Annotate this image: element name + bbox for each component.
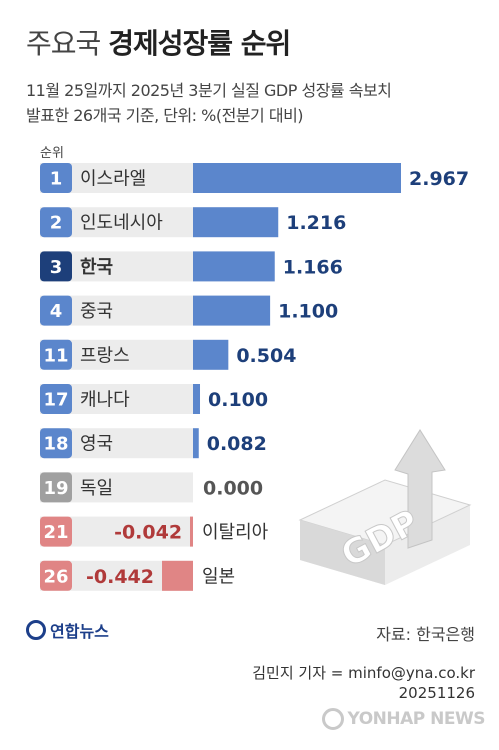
chart-rows: 1 이스라엘 2.967 2 인도네시아 1.216 3 한국 1.166 4 중국 1.100 11 프…	[40, 163, 469, 591]
category-label: 캐나다	[80, 390, 130, 411]
category-label: 이탈리아	[202, 522, 269, 543]
yonhap-watermark: YONHAP NEWS	[321, 708, 486, 730]
title-bold: 경제성장률 순위	[108, 27, 291, 60]
chart-row: 3 한국 1.166	[40, 251, 343, 282]
watermark-icon	[321, 708, 344, 730]
chart-row: 18 영국 0.082	[40, 428, 267, 459]
yonhap-logo-icon	[26, 620, 46, 640]
rank-label: 19	[43, 478, 68, 499]
rank-label: 3	[50, 257, 63, 278]
category-label: 독일	[80, 478, 113, 499]
rank-badge	[40, 163, 72, 193]
rank-badge	[40, 560, 72, 591]
category-label: 이스라엘	[80, 169, 146, 190]
subtitle: 11월 25일까지 2025년 3분기 실질 GDP 성장률 속보치 발표한 2…	[26, 78, 392, 128]
value-label: 0.082	[207, 433, 267, 455]
chart-row: 4 중국 1.100	[40, 295, 338, 326]
rank-label: 2	[50, 213, 63, 234]
bar	[193, 163, 401, 193]
rank-label: 26	[43, 566, 68, 587]
value-label: 1.216	[286, 212, 346, 234]
category-label: 일본	[202, 566, 235, 587]
rank-badge	[40, 251, 72, 282]
value-label: 1.100	[278, 301, 338, 323]
bar	[193, 295, 271, 326]
bar	[193, 207, 279, 238]
credit-block: 김민지 기자 = minfo@yna.co.kr 20251126	[252, 663, 475, 703]
page-title: 주요국 경제성장률 순위	[26, 22, 291, 62]
rank-label: 21	[43, 522, 68, 543]
value-label: 1.166	[283, 256, 343, 278]
rank-label: 17	[43, 390, 68, 411]
gdp-growth-arrow-icon: GDP	[298, 429, 472, 585]
bar	[193, 428, 199, 459]
bar	[162, 560, 193, 591]
chart-row: 1 이스라엘 2.967	[40, 163, 469, 193]
rank-label: 18	[43, 434, 68, 455]
rank-badge	[40, 384, 72, 414]
chart-row: 11 프랑스 0.504	[40, 339, 296, 370]
rank-badge	[40, 207, 72, 238]
bar	[193, 251, 275, 282]
rank-badge	[40, 428, 72, 459]
category-label: 프랑스	[80, 345, 130, 366]
title-light: 주요국	[26, 27, 101, 60]
yonhap-logo: 연합뉴스	[26, 618, 109, 642]
rank-badge	[40, 295, 72, 326]
value-label: 0.100	[208, 389, 268, 411]
rank-badge	[40, 339, 72, 370]
bar	[193, 339, 229, 370]
gdp-block-front	[300, 520, 385, 585]
category-label: 영국	[80, 434, 113, 455]
reporter-credit: 김민지 기자 = minfo@yna.co.kr	[252, 664, 475, 682]
value-label: 0.504	[236, 345, 296, 367]
rank-column-header: 순위	[40, 146, 64, 161]
chart-row: 21 이탈리아 -0.042	[40, 516, 269, 547]
value-label: 0.000	[203, 477, 263, 499]
gdp-arrow	[394, 429, 446, 549]
watermark-text: YONHAP NEWS	[347, 709, 486, 729]
rank-badge	[40, 516, 72, 547]
source-note: 자료: 한국은행	[376, 625, 475, 644]
rank-label: 4	[50, 301, 63, 322]
growth-bar-chart: GDP 1 이스라엘 2.967 2 인도네시아 1.216 3 한국 1.166 4 중국 1.10…	[40, 163, 472, 591]
rank-label: 11	[43, 345, 68, 366]
bar	[190, 516, 193, 547]
chart-row: 17 캐나다 0.100	[40, 384, 268, 414]
subtitle-line-2: 발표한 26개국 기준, 단위: %(전분기 대비)	[26, 106, 304, 125]
chart-row: 19 독일 0.000	[40, 472, 263, 503]
value-label: 2.967	[409, 168, 469, 190]
bar	[193, 384, 201, 414]
rank-badge	[40, 472, 72, 503]
logo-text: 연합뉴스	[50, 622, 109, 641]
value-label: -0.042	[114, 522, 182, 544]
chart-row: 26 일본 -0.442	[40, 560, 235, 591]
publish-date: 20251126	[398, 684, 475, 702]
category-label: 인도네시아	[80, 213, 163, 234]
rank-label: 1	[50, 169, 63, 190]
chart-row: 2 인도네시아 1.216	[40, 207, 346, 238]
category-label: 한국	[80, 257, 113, 278]
value-label: -0.442	[86, 566, 154, 588]
subtitle-line-1: 11월 25일까지 2025년 3분기 실질 GDP 성장률 속보치	[26, 81, 392, 100]
category-label: 중국	[80, 301, 113, 322]
